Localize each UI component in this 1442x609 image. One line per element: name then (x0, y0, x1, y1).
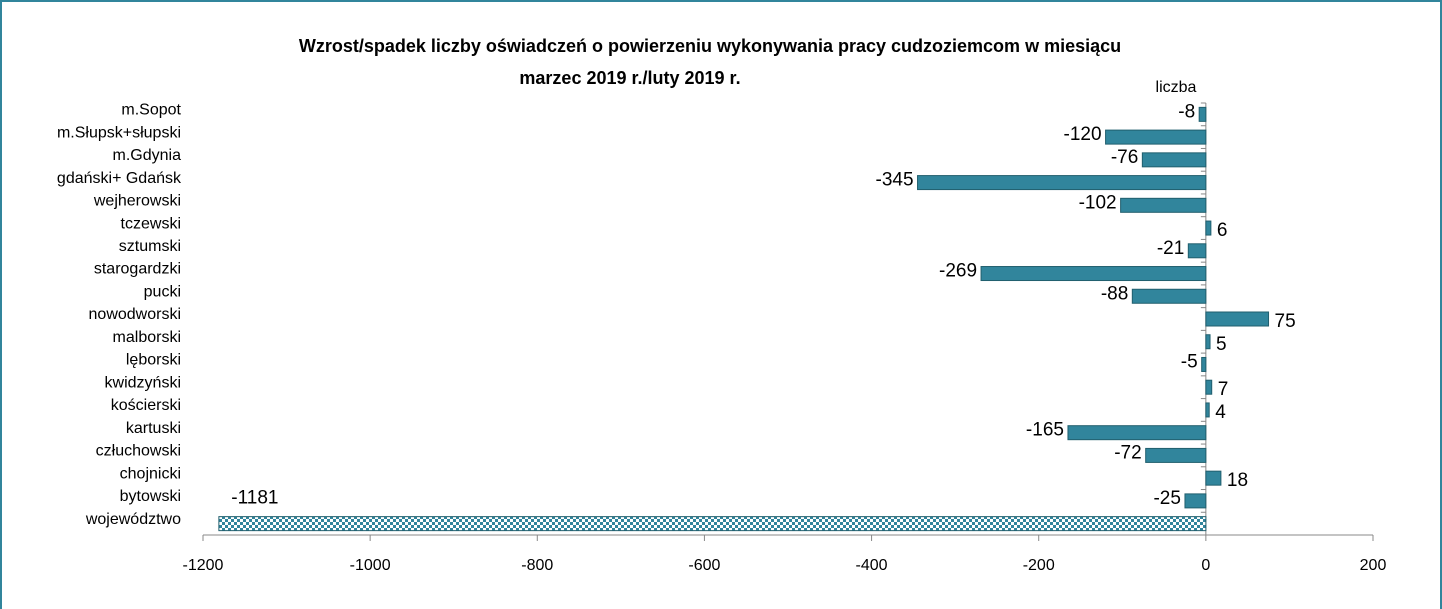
category-label: kwidzyński (105, 374, 181, 391)
value-label: -21 (1157, 238, 1184, 259)
category-label: malborski (113, 329, 181, 346)
category-label: kartuski (126, 420, 181, 437)
bar (917, 175, 1207, 191)
x-tick-label: -800 (521, 557, 553, 574)
category-label: sztumski (119, 238, 181, 255)
category-label: człuchowski (96, 443, 181, 460)
value-label: -5 (1181, 351, 1198, 372)
bar (980, 266, 1207, 282)
category-label: pucki (144, 283, 181, 300)
value-label: -76 (1111, 147, 1138, 168)
category-label: gdański+ Gdańsk (57, 170, 182, 187)
category-label: m.Gdynia (113, 147, 182, 164)
bar (1184, 493, 1207, 509)
value-label: 18 (1227, 470, 1248, 491)
value-label: 75 (1275, 311, 1296, 332)
bar (1205, 379, 1213, 395)
category-label: kościerski (111, 397, 181, 414)
value-label: -88 (1101, 283, 1128, 304)
unit-label: liczba (1156, 79, 1197, 96)
category-label: tczewski (121, 215, 181, 232)
bar (1205, 311, 1270, 327)
chart-title: Wzrost/spadek liczby oświadczeń o powier… (299, 36, 1121, 56)
category-label: chojnicki (120, 465, 181, 482)
value-label: -72 (1114, 442, 1141, 463)
bar (1067, 425, 1207, 441)
x-tick-label: -600 (688, 557, 720, 574)
value-label: -102 (1079, 192, 1117, 213)
x-tick-label: -1200 (183, 557, 224, 574)
value-label: 5 (1216, 334, 1227, 355)
category-label: lęborski (126, 352, 181, 369)
bar (1131, 288, 1207, 304)
category-label: wejherowski (93, 193, 181, 210)
chart-title: marzec 2019 r./luty 2019 r. (519, 68, 740, 88)
category-label: bytowski (120, 488, 181, 505)
value-label: -25 (1153, 488, 1180, 509)
value-label: -269 (939, 261, 977, 282)
bar (1201, 356, 1207, 372)
value-label: -345 (876, 170, 914, 191)
x-tick-label: -1000 (350, 557, 391, 574)
x-tick-label: 200 (1360, 557, 1387, 574)
bar (1205, 220, 1212, 236)
bar (1120, 197, 1207, 213)
value-label: 6 (1217, 220, 1228, 241)
category-label: m.Sopot (121, 102, 181, 119)
x-tick-label: -200 (1023, 557, 1055, 574)
x-tick-label: -400 (856, 557, 888, 574)
bar (1187, 243, 1207, 259)
category-label: m.Słupsk+słupski (57, 124, 181, 141)
value-label: 7 (1218, 379, 1229, 400)
value-label: -8 (1178, 101, 1195, 122)
bar (1141, 152, 1207, 168)
value-label: 4 (1215, 402, 1226, 423)
bar (1198, 106, 1207, 122)
bar (1105, 129, 1207, 145)
bar (1145, 447, 1207, 463)
bar (1205, 402, 1210, 418)
value-label: -165 (1026, 420, 1064, 441)
bar (218, 516, 1207, 532)
value-label: -120 (1064, 124, 1102, 145)
bar (1205, 334, 1211, 350)
category-label: nowodworski (89, 306, 181, 323)
category-label: województwo (85, 511, 181, 528)
bar (1205, 470, 1222, 486)
category-label: starogardzki (94, 261, 181, 278)
x-tick-label: 0 (1201, 557, 1210, 574)
value-label: -1181 (231, 488, 278, 509)
